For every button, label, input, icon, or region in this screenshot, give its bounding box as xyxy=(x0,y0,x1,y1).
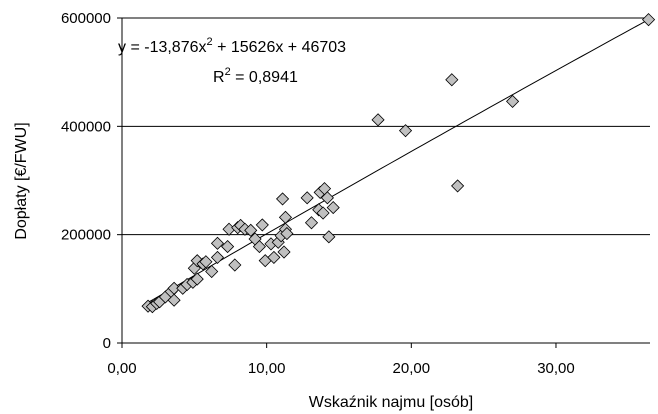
r-squared: R2 = 0,8941 xyxy=(213,66,298,86)
x-tick-label-0: 0,00 xyxy=(107,360,136,377)
data-point-17 xyxy=(210,250,225,264)
equation-exponent: 2 xyxy=(207,36,213,48)
data-point-16 xyxy=(205,264,219,279)
gridlines xyxy=(122,17,650,236)
data-point-34 xyxy=(276,192,290,206)
data-point-28 xyxy=(255,218,269,232)
data-point-36 xyxy=(278,210,293,224)
data-point-52 xyxy=(506,94,520,108)
data-points xyxy=(141,13,656,314)
y-tick-label-0: 0 xyxy=(103,335,111,352)
trendline-equation: y = -13,876x2 + 15626x + 46703 xyxy=(118,36,346,56)
y-tick-label-1: 200000 xyxy=(61,227,111,244)
data-point-31 xyxy=(267,250,281,264)
data-point-21 xyxy=(228,258,242,272)
data-point-53 xyxy=(641,13,656,27)
r-squared-part-1: R xyxy=(213,69,225,86)
equation-part-1: y = -13,876x xyxy=(118,39,207,56)
r-squared-exponent: 2 xyxy=(225,66,231,78)
y-tick-label-3: 600000 xyxy=(61,10,111,27)
x-axis-title: Wskaźnik najmu [osób] xyxy=(309,394,474,411)
data-point-25 xyxy=(244,223,258,237)
data-point-18 xyxy=(210,236,225,250)
data-point-48 xyxy=(371,113,385,127)
x-tick-label-2: 20,00 xyxy=(393,360,431,377)
x-tick-label-1: 10,00 xyxy=(248,360,286,377)
data-point-38 xyxy=(280,227,294,241)
data-point-11 xyxy=(190,272,204,286)
trendline xyxy=(147,19,649,303)
data-point-35 xyxy=(277,245,291,259)
data-point-46 xyxy=(322,230,336,244)
data-point-40 xyxy=(304,216,319,230)
tick-labels: 0 200000 400000 600000 0,00 10,00 20,00 30,00 xyxy=(61,10,575,377)
data-point-19 xyxy=(221,240,235,254)
data-point-39 xyxy=(300,191,314,205)
data-point-15 xyxy=(199,255,213,269)
r-squared-part-2: = 0,8941 xyxy=(231,69,298,86)
equation-part-2: + 15626x + 46703 xyxy=(213,39,347,56)
y-axis-title: Dopłaty [€/FWU] xyxy=(13,122,30,239)
trendline-curve xyxy=(147,19,649,303)
data-point-47 xyxy=(326,201,340,215)
x-tick-label-3: 30,00 xyxy=(537,360,575,377)
data-point-45 xyxy=(320,191,334,205)
data-point-50 xyxy=(445,73,459,87)
data-point-27 xyxy=(252,240,266,254)
data-point-49 xyxy=(398,124,413,138)
y-tick-label-2: 400000 xyxy=(61,118,111,135)
axes xyxy=(117,17,650,348)
data-point-7 xyxy=(167,293,181,307)
data-point-51 xyxy=(451,179,465,193)
data-point-43 xyxy=(316,206,330,220)
